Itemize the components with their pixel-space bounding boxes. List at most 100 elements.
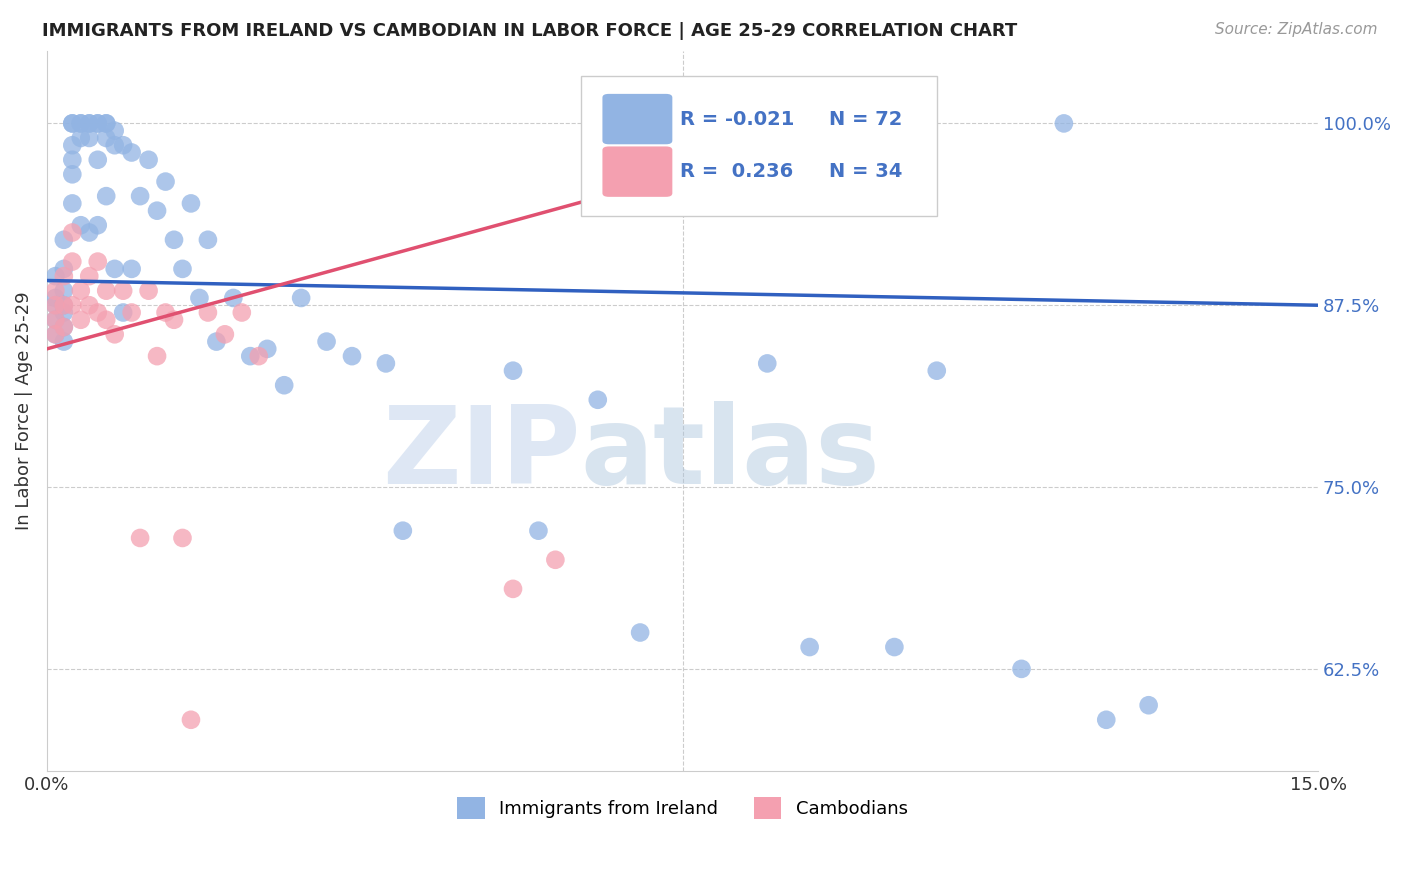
Point	[883, 640, 905, 654]
Point	[290, 291, 312, 305]
Point	[155, 305, 177, 319]
Point	[69, 131, 91, 145]
Point	[44, 298, 66, 312]
Point	[104, 261, 127, 276]
Legend: Immigrants from Ireland, Cambodians: Immigrants from Ireland, Cambodians	[450, 790, 915, 827]
Point	[247, 349, 270, 363]
Point	[44, 291, 66, 305]
Point	[586, 392, 609, 407]
Point	[527, 524, 550, 538]
Point	[52, 305, 75, 319]
Point	[502, 582, 524, 596]
Point	[96, 284, 118, 298]
Point	[239, 349, 262, 363]
Point	[69, 284, 91, 298]
Point	[925, 364, 948, 378]
Point	[315, 334, 337, 349]
Point	[121, 145, 143, 160]
Point	[392, 524, 415, 538]
Point	[155, 175, 177, 189]
Point	[60, 254, 83, 268]
Point	[197, 233, 219, 247]
Point	[44, 269, 66, 284]
Point	[69, 218, 91, 232]
Text: N = 34: N = 34	[828, 162, 903, 181]
Point	[374, 356, 396, 370]
Point	[60, 138, 83, 153]
Point	[96, 189, 118, 203]
Point	[96, 312, 118, 326]
FancyBboxPatch shape	[602, 146, 672, 197]
Point	[163, 312, 186, 326]
Point	[52, 233, 75, 247]
Point	[52, 334, 75, 349]
Point	[60, 167, 83, 181]
Point	[87, 305, 110, 319]
Point	[60, 153, 83, 167]
Point	[104, 327, 127, 342]
Point	[104, 138, 127, 153]
Point	[188, 291, 211, 305]
Point	[52, 320, 75, 334]
Point	[129, 189, 152, 203]
Point	[1011, 662, 1033, 676]
FancyBboxPatch shape	[581, 76, 936, 216]
Point	[121, 261, 143, 276]
Point	[52, 298, 75, 312]
Point	[138, 153, 160, 167]
Point	[60, 116, 83, 130]
Point	[52, 284, 75, 298]
Text: R =  0.236: R = 0.236	[681, 162, 793, 181]
Point	[112, 305, 135, 319]
Point	[104, 124, 127, 138]
Point	[340, 349, 363, 363]
Point	[96, 116, 118, 130]
Point	[112, 138, 135, 153]
Point	[544, 553, 567, 567]
Point	[60, 116, 83, 130]
Point	[121, 305, 143, 319]
Point	[256, 342, 278, 356]
Point	[77, 116, 100, 130]
Point	[628, 625, 651, 640]
Point	[44, 312, 66, 326]
Point	[205, 334, 228, 349]
Point	[172, 261, 194, 276]
Point	[77, 116, 100, 130]
Point	[77, 131, 100, 145]
Text: Source: ZipAtlas.com: Source: ZipAtlas.com	[1215, 22, 1378, 37]
Point	[273, 378, 295, 392]
Point	[87, 254, 110, 268]
FancyBboxPatch shape	[602, 94, 672, 145]
Point	[52, 269, 75, 284]
Point	[44, 284, 66, 298]
Point	[197, 305, 219, 319]
Point	[222, 291, 245, 305]
Text: R = -0.021: R = -0.021	[681, 110, 794, 128]
Text: ZIP: ZIP	[382, 401, 581, 507]
Point	[52, 320, 75, 334]
Point	[1137, 698, 1160, 713]
Point	[77, 226, 100, 240]
Point	[231, 305, 253, 319]
Point	[502, 364, 524, 378]
Point	[96, 131, 118, 145]
Point	[799, 640, 821, 654]
Point	[172, 531, 194, 545]
Point	[52, 298, 75, 312]
Point	[180, 196, 202, 211]
Text: N = 72: N = 72	[828, 110, 903, 128]
Point	[69, 116, 91, 130]
Point	[44, 298, 66, 312]
Point	[1095, 713, 1118, 727]
Y-axis label: In Labor Force | Age 25-29: In Labor Force | Age 25-29	[15, 292, 32, 530]
Point	[146, 349, 169, 363]
Point	[60, 298, 83, 312]
Point	[1053, 116, 1076, 130]
Point	[44, 327, 66, 342]
Point	[77, 269, 100, 284]
Point	[60, 226, 83, 240]
Point	[69, 116, 91, 130]
Point	[87, 116, 110, 130]
Point	[96, 116, 118, 130]
